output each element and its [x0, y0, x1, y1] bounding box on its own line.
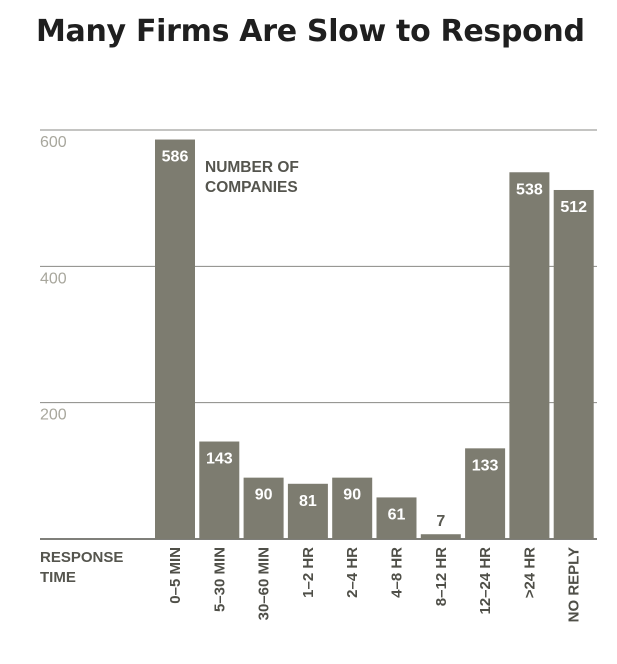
y-axis-tick-labels: 600 400 200 — [40, 134, 67, 424]
category-label: 1–2 HR — [300, 547, 317, 598]
bar — [553, 189, 594, 539]
y-tick-label: 200 — [40, 407, 67, 424]
value-label: 586 — [162, 149, 189, 166]
category-label: >24 HR — [521, 547, 538, 598]
bar — [287, 483, 328, 539]
value-label: 7 — [436, 513, 445, 530]
value-label: 61 — [388, 506, 406, 523]
annotation-line-2: COMPANIES — [205, 179, 298, 196]
y-tick-label: 600 — [40, 134, 67, 151]
bar — [465, 448, 506, 539]
x-axis-label-line-1: RESPONSE — [40, 549, 123, 566]
category-label: NO REPLY — [566, 547, 583, 622]
value-label: 538 — [516, 181, 543, 198]
y-tick-label: 400 — [40, 270, 67, 287]
value-labels: 586 143 90 81 90 61 7 133 538 512 — [162, 149, 587, 531]
category-label: 12–24 HR — [477, 547, 494, 615]
bar — [420, 534, 461, 539]
value-label: 81 — [299, 493, 317, 510]
category-label: 4–8 HR — [389, 547, 406, 598]
bar — [243, 477, 284, 539]
category-label: 30–60 MIN — [256, 547, 273, 620]
bar — [155, 139, 195, 539]
category-label: 5–30 MIN — [211, 547, 228, 612]
bar — [199, 441, 240, 539]
bars — [155, 139, 594, 539]
x-axis-category-labels: 0–5 MIN 5–30 MIN 30–60 MIN 1–2 HR 2–4 HR 4–8 … — [167, 547, 583, 622]
value-label: 512 — [560, 199, 587, 216]
value-label: 90 — [255, 487, 273, 504]
bar — [332, 477, 373, 539]
category-label: 8–12 HR — [433, 547, 450, 606]
x-axis-label-line-2: TIME — [40, 569, 76, 586]
category-label: 2–4 HR — [344, 547, 361, 598]
value-label: 143 — [206, 451, 233, 468]
value-label: 90 — [343, 487, 361, 504]
bar — [509, 172, 550, 539]
value-label: 133 — [472, 457, 499, 474]
bar — [376, 497, 417, 539]
annotation-line-1: NUMBER OF — [205, 159, 299, 176]
category-label: 0–5 MIN — [167, 547, 184, 604]
chart-title: Many Firms Are Slow to Respond — [36, 14, 585, 49]
